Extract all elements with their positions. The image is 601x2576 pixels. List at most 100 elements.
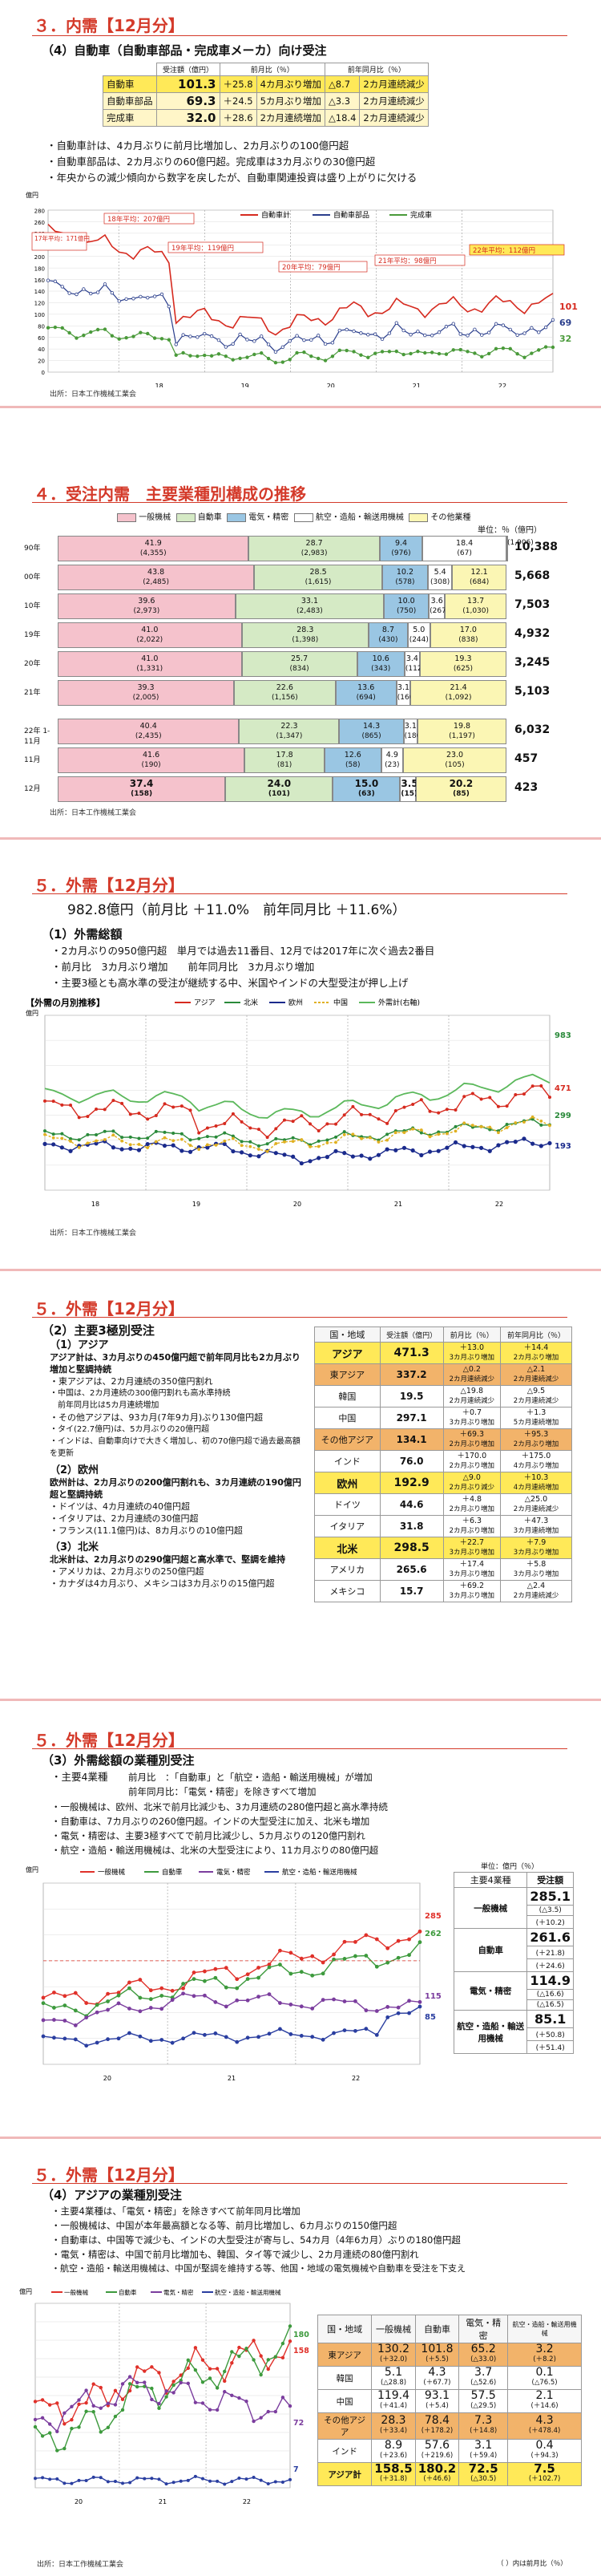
slide-title: ５．外需【12月分】	[34, 2165, 184, 2185]
electrical-precision-point	[200, 2401, 205, 2405]
title-underline	[32, 2183, 567, 2184]
segment-4: 3.5 (15)	[400, 776, 418, 802]
bullet: ・航空・造船・輸送用機械は、中国が堅調を維持する等、他国・地域の電気機械や自動車…	[51, 2263, 466, 2274]
parts-point	[188, 334, 192, 338]
china-point	[154, 1140, 158, 1144]
aero-ship-transport-point	[106, 2037, 110, 2042]
segment-2: 25.7 (834)	[241, 651, 357, 677]
row-year: 10年	[24, 602, 41, 610]
parts-point	[67, 291, 71, 295]
china-point	[428, 1135, 432, 1139]
industry-name: 電気・精密	[453, 1971, 528, 2011]
asia-point	[325, 1122, 329, 1126]
cell-amount: 4.3	[428, 2366, 446, 2379]
china-point	[146, 1146, 150, 1149]
cell-amount: 5.1	[384, 2366, 403, 2379]
electrical-precision-point	[193, 2400, 198, 2404]
region-name: 欧州	[314, 1472, 381, 1494]
row-year: 90年	[24, 545, 41, 553]
industry-yoy: (＋24.6)	[526, 1958, 574, 1972]
automotive-point	[41, 2001, 46, 2006]
parts-point	[352, 329, 356, 334]
region-summary: 北米計は、2カ月ぶりの290億円超と高水準で、堅調を維持	[50, 1554, 286, 1565]
segment-pct: 13.6	[357, 683, 375, 692]
asia-point	[479, 1097, 483, 1101]
aero-ship-transport-point	[179, 2479, 183, 2483]
asia-point	[51, 1100, 55, 1104]
electrical-precision-point	[91, 2404, 95, 2408]
electrical-precision-point	[223, 2390, 227, 2394]
parts-point	[82, 287, 86, 291]
segment-3: 13.6 (694)	[335, 680, 397, 706]
row-yoy: △8.7	[324, 75, 361, 93]
segment-pct: 33.1	[300, 597, 318, 606]
general-machinery-point	[127, 2388, 132, 2393]
table-row: 完成車 32.0 ＋28.6 2カ月連続増加 △18.4 2カ月連続減少	[103, 109, 429, 127]
aero-ship-transport-point	[193, 2474, 197, 2478]
slide-title: ３．内需【12月分】	[34, 16, 184, 35]
cars-point	[167, 338, 171, 342]
segment-amount: (190)	[141, 761, 161, 769]
segment-amount: (308)	[430, 578, 450, 586]
north-america-point	[342, 1130, 346, 1134]
china-point	[248, 1144, 252, 1148]
north-america-point	[69, 1136, 73, 1140]
legend-label: 一般機械	[139, 513, 171, 522]
electrical-precision-point	[224, 2004, 228, 2009]
general-machinery-point	[70, 2418, 74, 2422]
segment-3: 10.6 (343)	[357, 651, 405, 677]
europe-point	[470, 1144, 475, 1149]
parts-point	[259, 334, 264, 338]
row-mom-text: 2カ月連続増加	[256, 109, 325, 127]
cell-value: 28.3 (＋33.4)	[371, 2412, 416, 2440]
general-machinery-point	[181, 1986, 185, 1991]
table-row: 東アジア 337.2 △0.2 2カ月連続減少 △2.1 2カ月連続減少	[314, 1363, 573, 1386]
electrical-precision-point	[417, 1999, 422, 2004]
region-value: 337.2	[379, 1363, 444, 1386]
automotive-point	[157, 2406, 161, 2410]
cars-point	[508, 346, 512, 350]
north-america-point	[197, 1136, 201, 1140]
cell-value: 3.7 (△52.6)	[458, 2366, 509, 2390]
asia-point	[548, 1096, 552, 1100]
aero-ship-transport-point	[95, 2040, 99, 2045]
annotation: 20年平均：79億円	[282, 263, 341, 272]
china-point	[530, 1115, 534, 1119]
bullet: ・主要4業種は、「電気・精密」を除きすべて前年同月比増加	[51, 2205, 300, 2217]
segment-amount: (865)	[361, 732, 381, 740]
europe-point	[505, 1140, 510, 1144]
aero-ship-transport-point	[245, 2035, 250, 2040]
parts-point	[380, 337, 385, 342]
col-header: 前月比（％）	[219, 63, 325, 76]
segment-5: 12.1 (684)	[452, 565, 506, 590]
segment-amount: (4,355)	[139, 549, 167, 557]
aero-ship-transport-point	[310, 2035, 315, 2039]
europe-point	[547, 1140, 552, 1146]
segment-amount: (67)	[457, 549, 472, 557]
automotive-point	[342, 1957, 347, 1961]
electrical-precision-point	[321, 1998, 325, 2003]
segment-amount: (58)	[345, 761, 361, 769]
automotive-point	[224, 1985, 228, 1990]
region-mom: △19.8 2カ月連続減少	[442, 1385, 501, 1407]
automotive-point	[267, 1965, 272, 1970]
general-machinery-point	[342, 1939, 347, 1944]
electrical-precision-point	[288, 2404, 292, 2408]
cars-point	[430, 350, 434, 354]
north-america-point	[86, 1132, 90, 1136]
aero-ship-transport-point	[128, 2481, 132, 2485]
parts-point	[416, 330, 420, 334]
region-summary: 欧州計は、2カ月ぶりの200億円割れも、3カ月連続の190億円超と堅調持続	[50, 1477, 301, 1500]
parts-point	[224, 345, 228, 349]
north-america-point	[256, 1144, 260, 1148]
aero-ship-transport-point	[278, 2027, 282, 2031]
region-notes: （1）アジア アジア計は、3カ月ぶりの450億円超で前年同月比も2カ月ぶり増加と…	[50, 1339, 306, 1590]
china-point	[77, 1145, 81, 1149]
europe-point	[401, 1145, 407, 1150]
asia-point	[539, 1083, 543, 1088]
automotive-point	[70, 2426, 74, 2431]
automotive-point	[203, 1979, 207, 1983]
table-row: (＋51.4)	[454, 2040, 574, 2054]
europe-point	[171, 1143, 175, 1148]
europe-point	[273, 1151, 278, 1156]
